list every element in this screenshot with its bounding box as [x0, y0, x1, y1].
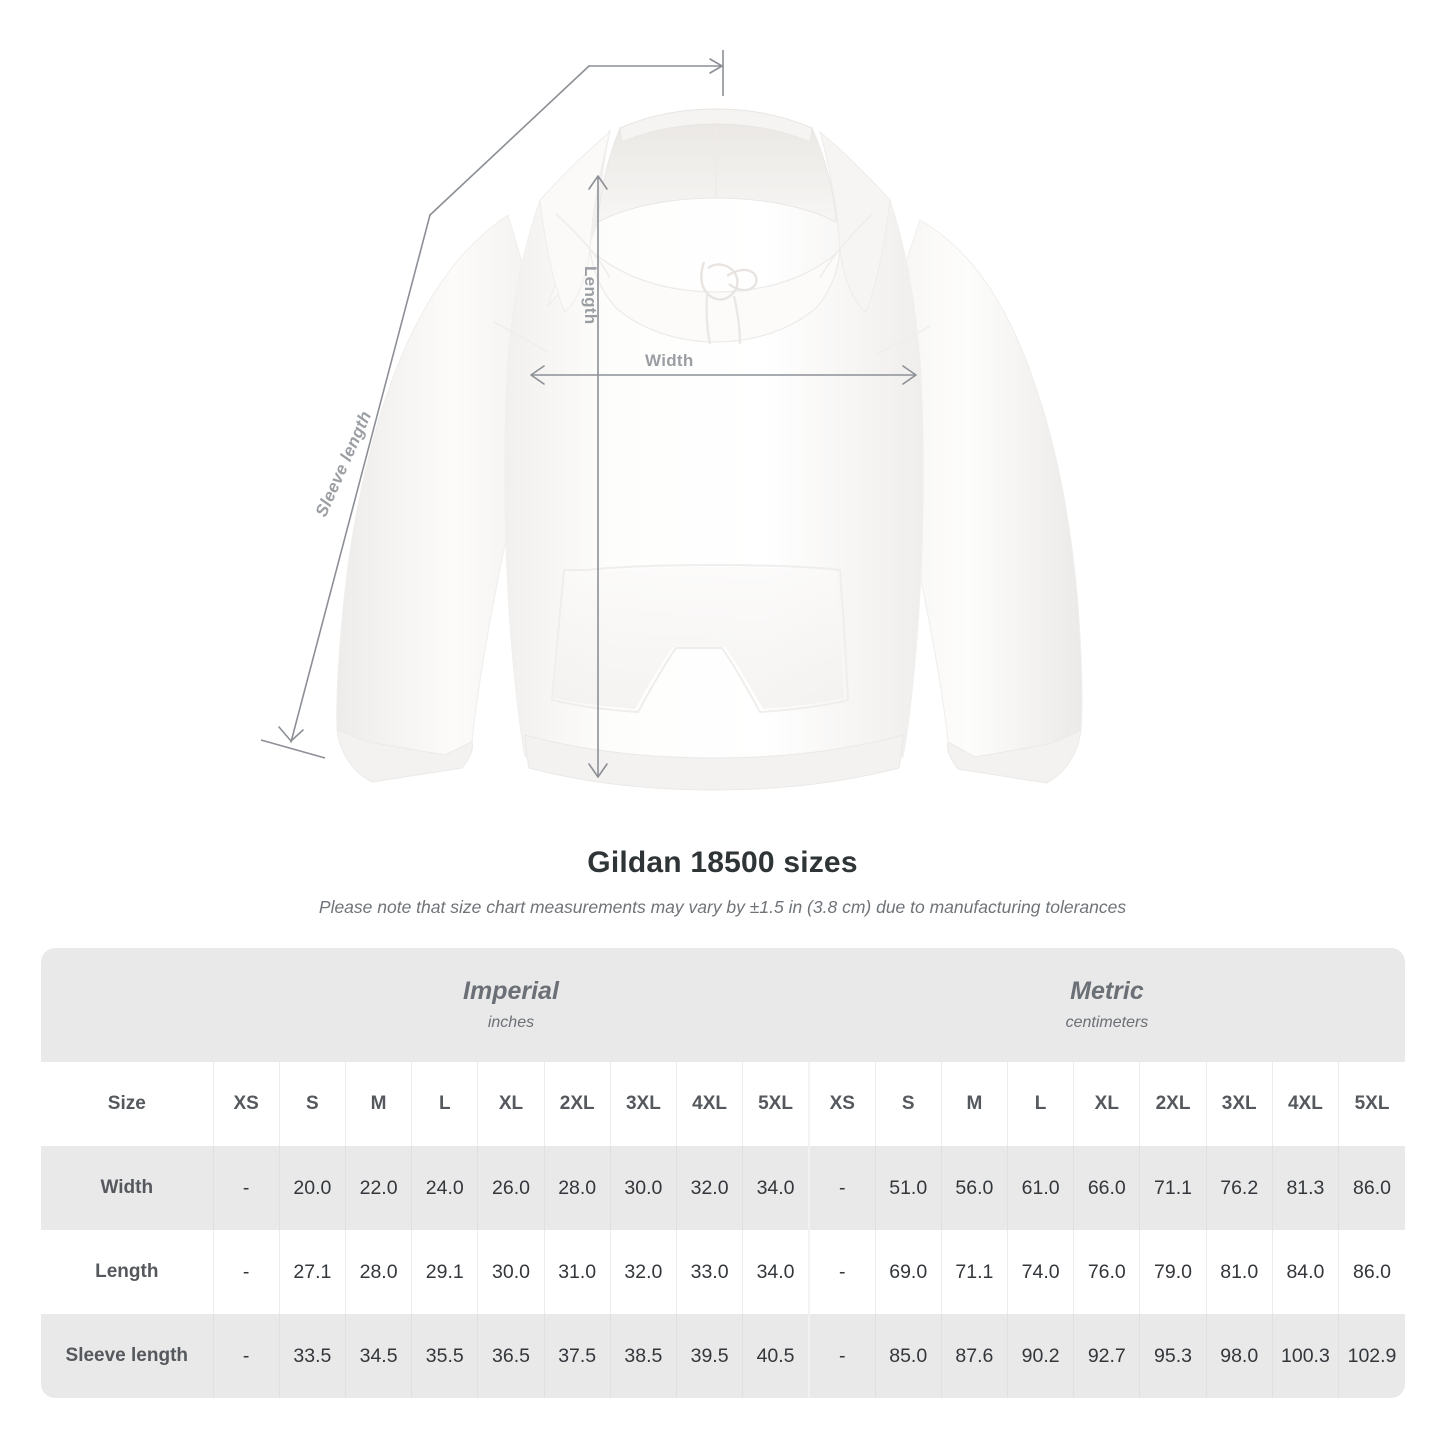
table-header-row: Size XS S M L XL 2XL 3XL 4XL 5XL XS S M …: [41, 1062, 1405, 1146]
cell-sleeve-imperial-2xl: 37.5: [543, 1314, 611, 1398]
size-chart-table-wrapper: Imperial inches Metric centimeters Size …: [41, 948, 1405, 1398]
cell-sleeve-imperial-m: 34.5: [344, 1314, 412, 1398]
header-size-metric-3xl: 3XL: [1205, 1062, 1273, 1146]
cell-length-metric-m: 71.1: [940, 1230, 1008, 1314]
hoodie-body: [336, 108, 1083, 791]
cell-width-imperial-3xl: 30.0: [609, 1146, 677, 1230]
header-size-imperial-m: M: [344, 1062, 412, 1146]
cell-sleeve-imperial-4xl: 39.5: [675, 1314, 743, 1398]
cell-width-imperial-5xl: 34.0: [742, 1146, 809, 1230]
cell-length-imperial-5xl: 34.0: [742, 1230, 809, 1314]
unit-system-band: Imperial inches Metric centimeters: [41, 948, 1405, 1062]
width-dimension-label: Width: [645, 351, 694, 370]
header-size-metric-xs: XS: [807, 1062, 876, 1146]
unit-band-spacer: [41, 948, 214, 1062]
cell-sleeve-metric-m: 87.6: [940, 1314, 1008, 1398]
unit-imperial: Imperial inches: [213, 948, 809, 1062]
row-label-width: Width: [41, 1146, 214, 1230]
cell-sleeve-imperial-xl: 36.5: [477, 1314, 545, 1398]
cell-width-metric-l: 61.0: [1006, 1146, 1074, 1230]
cell-sleeve-metric-l: 90.2: [1006, 1314, 1074, 1398]
cell-sleeve-imperial-xs: -: [212, 1314, 280, 1398]
cell-width-metric-3xl: 76.2: [1205, 1146, 1273, 1230]
cell-length-metric-l: 74.0: [1006, 1230, 1074, 1314]
header-size-metric-4xl: 4XL: [1271, 1062, 1339, 1146]
header-size-imperial-3xl: 3XL: [609, 1062, 677, 1146]
cell-sleeve-metric-2xl: 95.3: [1139, 1314, 1207, 1398]
header-size-metric-2xl: 2XL: [1139, 1062, 1207, 1146]
cell-sleeve-imperial-3xl: 38.5: [609, 1314, 677, 1398]
header-size-imperial-xs: XS: [212, 1062, 280, 1146]
tolerance-note: Please note that size chart measurements…: [318, 897, 1127, 917]
unit-imperial-sub: inches: [487, 1013, 535, 1031]
header-size-metric-m: M: [940, 1062, 1008, 1146]
cell-sleeve-metric-xl: 92.7: [1073, 1314, 1140, 1398]
cell-width-imperial-xs: -: [212, 1146, 280, 1230]
table-row-sleeve-length: Sleeve length - 33.5 34.5 35.5 36.5 37.5…: [41, 1314, 1405, 1398]
row-label-length: Length: [41, 1230, 214, 1314]
cell-width-metric-xs: -: [807, 1146, 876, 1230]
cell-sleeve-metric-s: 85.0: [874, 1314, 942, 1398]
table-row-width: Width - 20.0 22.0 24.0 26.0 28.0 30.0 32…: [41, 1146, 1405, 1230]
cell-width-metric-xl: 66.0: [1073, 1146, 1140, 1230]
header-size: Size: [41, 1062, 214, 1146]
cell-width-metric-4xl: 81.3: [1271, 1146, 1339, 1230]
cell-width-imperial-4xl: 32.0: [675, 1146, 743, 1230]
header-size-metric-s: S: [874, 1062, 942, 1146]
cell-width-metric-5xl: 86.0: [1338, 1146, 1405, 1230]
cell-length-imperial-m: 28.0: [344, 1230, 412, 1314]
header-size-metric-5xl: 5XL: [1338, 1062, 1405, 1146]
header-size-metric-l: L: [1006, 1062, 1074, 1146]
cell-width-metric-2xl: 71.1: [1139, 1146, 1207, 1230]
cell-length-metric-4xl: 84.0: [1271, 1230, 1339, 1314]
cell-sleeve-metric-4xl: 100.3: [1271, 1314, 1339, 1398]
cell-length-metric-xs: -: [807, 1230, 876, 1314]
cell-width-imperial-2xl: 28.0: [543, 1146, 611, 1230]
unit-metric: Metric centimeters: [808, 948, 1405, 1062]
cell-sleeve-imperial-s: 33.5: [278, 1314, 346, 1398]
cell-length-imperial-3xl: 32.0: [609, 1230, 677, 1314]
header-size-imperial-2xl: 2XL: [543, 1062, 611, 1146]
unit-metric-sub: centimeters: [1065, 1013, 1149, 1031]
cell-length-metric-xl: 76.0: [1073, 1230, 1140, 1314]
header-size-imperial-5xl: 5XL: [742, 1062, 809, 1146]
cell-length-metric-2xl: 79.0: [1139, 1230, 1207, 1314]
header-size-imperial-s: S: [278, 1062, 346, 1146]
cell-length-imperial-4xl: 33.0: [675, 1230, 743, 1314]
header-size-imperial-l: L: [411, 1062, 478, 1146]
header-size-imperial-4xl: 4XL: [675, 1062, 743, 1146]
cell-width-imperial-xl: 26.0: [477, 1146, 545, 1230]
size-chart-table: Imperial inches Metric centimeters Size …: [41, 948, 1405, 1398]
cell-sleeve-imperial-5xl: 40.5: [742, 1314, 809, 1398]
unit-metric-title: Metric: [1070, 977, 1144, 1006]
cell-sleeve-metric-5xl: 102.9: [1338, 1314, 1405, 1398]
hoodie-illustration: [260, 50, 1083, 791]
unit-imperial-title: Imperial: [463, 977, 559, 1006]
cell-length-imperial-2xl: 31.0: [543, 1230, 611, 1314]
cell-sleeve-imperial-l: 35.5: [411, 1314, 478, 1398]
cell-length-imperial-xs: -: [212, 1230, 280, 1314]
garment-measurement-diagram: Width Length Sleeve length: [260, 50, 1083, 791]
cell-length-imperial-l: 29.1: [411, 1230, 478, 1314]
header-size-metric-xl: XL: [1073, 1062, 1140, 1146]
table-row-length: Length - 27.1 28.0 29.1 30.0 31.0 32.0 3…: [41, 1230, 1405, 1314]
cell-sleeve-metric-xs: -: [807, 1314, 876, 1398]
cell-length-imperial-s: 27.1: [278, 1230, 346, 1314]
row-label-sleeve-length: Sleeve length: [41, 1314, 214, 1398]
header-size-imperial-xl: XL: [477, 1062, 545, 1146]
cell-sleeve-metric-3xl: 98.0: [1205, 1314, 1273, 1398]
cell-length-metric-s: 69.0: [874, 1230, 942, 1314]
cell-width-metric-s: 51.0: [874, 1146, 942, 1230]
cell-length-metric-3xl: 81.0: [1205, 1230, 1273, 1314]
length-dimension-label: Length: [581, 266, 600, 325]
cell-width-imperial-m: 22.0: [344, 1146, 412, 1230]
cell-width-imperial-s: 20.0: [278, 1146, 346, 1230]
cell-width-imperial-l: 24.0: [411, 1146, 478, 1230]
cell-width-metric-m: 56.0: [940, 1146, 1008, 1230]
cell-length-imperial-xl: 30.0: [477, 1230, 545, 1314]
page-title: Gildan 18500 sizes: [587, 846, 858, 879]
measurement-lines: [260, 50, 917, 778]
cell-length-metric-5xl: 86.0: [1338, 1230, 1405, 1314]
